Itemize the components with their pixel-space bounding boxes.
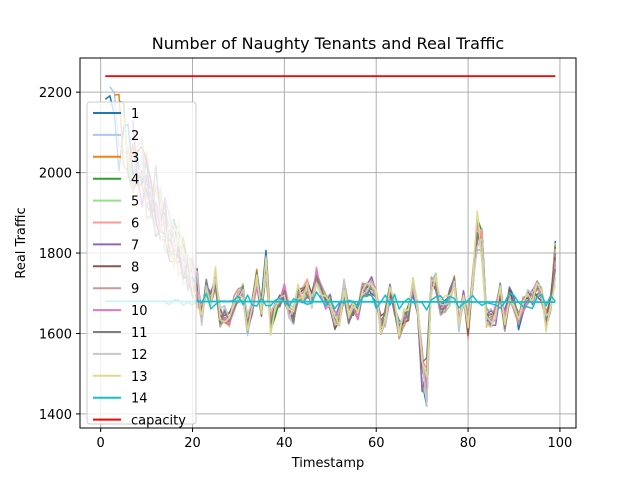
legend-label: 2	[131, 129, 139, 144]
legend-box	[86, 101, 197, 425]
x-tick-label: 0	[97, 436, 105, 451]
legend-label: 10	[131, 304, 148, 319]
legend-label: 5	[131, 195, 139, 210]
legend-label: 9	[131, 282, 139, 297]
legend-label: 3	[131, 151, 139, 166]
legend-label: 8	[131, 260, 139, 275]
y-axis-ticks: 1400 1600 1800 2000 2200	[39, 86, 80, 423]
chart-title: Number of Naughty Tenants and Real Traff…	[152, 34, 504, 53]
x-tick-label: 80	[460, 436, 477, 451]
legend-label: 4	[131, 173, 139, 188]
legend-label: capacity	[131, 414, 186, 429]
y-axis-label: Real Traffic	[14, 207, 29, 278]
x-tick-label: 20	[184, 436, 201, 451]
x-axis-label: Timestamp	[291, 456, 365, 471]
y-tick-label: 2200	[39, 86, 72, 101]
legend-label: 7	[131, 238, 139, 253]
y-tick-label: 1400	[39, 408, 72, 423]
x-axis-ticks: 0 20 40 60 80 100	[97, 428, 573, 451]
y-tick-label: 1800	[39, 247, 72, 262]
x-tick-label: 60	[368, 436, 385, 451]
series-line-13	[159, 210, 557, 378]
axes-frame	[79, 57, 577, 429]
legend-label: 6	[131, 217, 139, 232]
legend-label: 11	[131, 326, 148, 341]
y-tick-label: 2000	[39, 167, 72, 182]
x-tick-label: 100	[548, 436, 573, 451]
legend-label: 14	[131, 392, 148, 407]
legend-label: 12	[131, 348, 148, 363]
legend-label: 1	[131, 107, 139, 122]
y-tick-label: 1600	[39, 327, 72, 342]
x-tick-label: 40	[276, 436, 293, 451]
legend-label: 13	[131, 370, 148, 385]
